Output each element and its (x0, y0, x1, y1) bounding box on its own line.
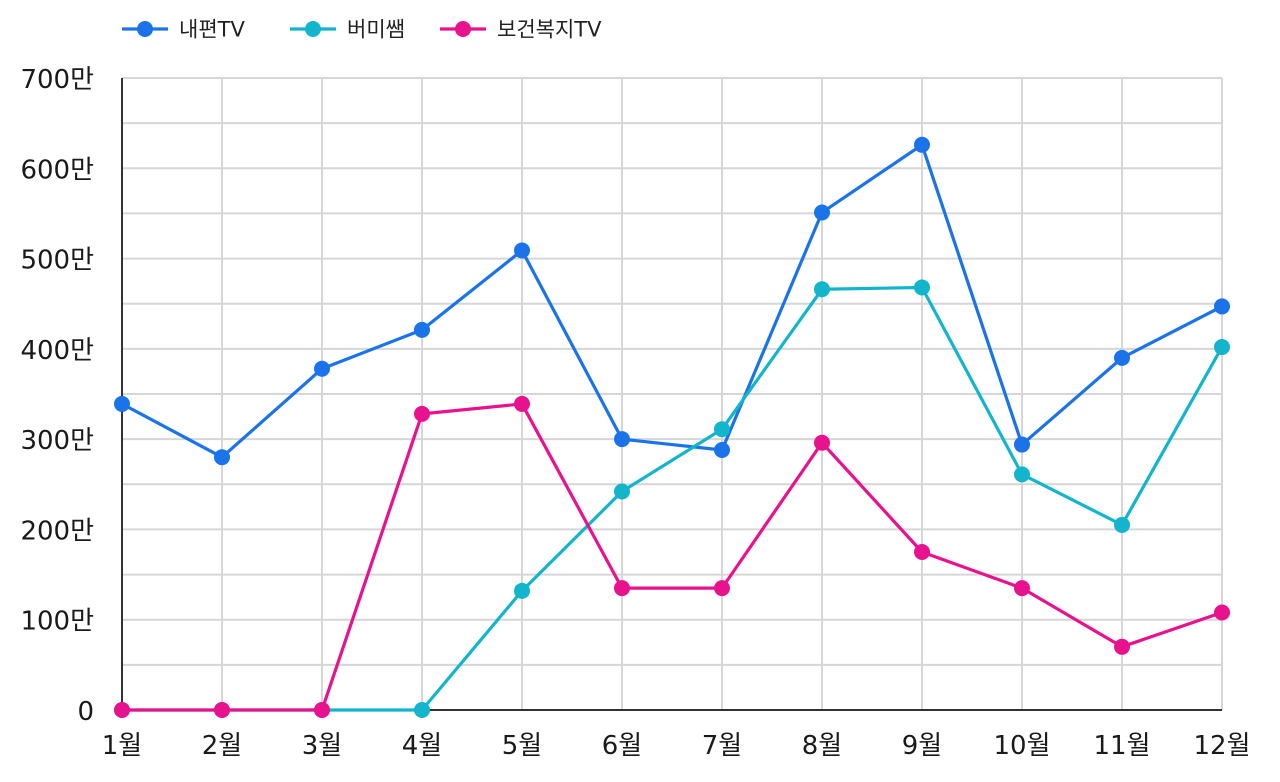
legend-label: 보건복지TV (497, 18, 602, 42)
y-tick-label: 600만 (20, 155, 94, 185)
data-point (914, 279, 930, 296)
data-point (714, 421, 730, 438)
legend-item-3: 보건복지TV (440, 18, 602, 42)
data-point (1214, 604, 1230, 621)
data-point (214, 702, 230, 718)
data-point (314, 360, 330, 377)
data-point (514, 582, 530, 599)
x-tick-label: 1월 (102, 731, 142, 761)
legend-label: 버미쌤 (347, 18, 405, 42)
data-point (614, 483, 630, 500)
data-point (814, 434, 830, 451)
series-line (120, 285, 1224, 712)
x-tick-label: 5월 (502, 731, 542, 761)
y-tick-label: 0 (77, 697, 94, 727)
data-point (914, 544, 930, 560)
data-point (214, 449, 230, 466)
data-point (414, 702, 430, 718)
y-tick-label: 700만 (20, 65, 94, 95)
x-tick-label: 3월 (302, 731, 342, 761)
x-tick-label: 7월 (702, 731, 742, 761)
series-line (120, 143, 1224, 459)
data-point (914, 136, 930, 153)
legend-marker (455, 21, 471, 37)
legend-item-1: 내편TV (122, 18, 245, 42)
series-2 (114, 279, 1230, 718)
data-point (114, 395, 130, 412)
y-tick-label: 200만 (20, 516, 94, 546)
x-tick-label: 6월 (602, 731, 642, 761)
data-point (1114, 516, 1130, 533)
x-tick-label: 10월 (993, 731, 1050, 761)
data-point (1114, 638, 1130, 655)
x-tick-label: 9월 (902, 731, 942, 761)
series-1 (114, 136, 1230, 466)
data-point (714, 580, 730, 597)
data-point (514, 395, 530, 412)
x-tick-label: 4월 (402, 731, 442, 761)
data-point (1214, 339, 1230, 356)
data-point (1014, 580, 1030, 597)
chart-legend: 내편TV 버미쌤 보건복지TV (122, 18, 602, 42)
data-point (414, 321, 430, 338)
x-tick-label: 2월 (202, 731, 242, 761)
y-tick-label: 300만 (20, 426, 94, 456)
x-axis-labels: 1월 2월 3월 4월 5월 6월 7월 8월 9월 10월 11월 12월 (102, 731, 1251, 761)
y-tick-label: 500만 (20, 246, 94, 276)
x-tick-label: 11월 (1093, 731, 1150, 761)
x-tick-label: 8월 (802, 731, 842, 761)
data-point (1114, 349, 1130, 366)
data-point (1014, 466, 1030, 483)
data-point (414, 405, 430, 422)
data-point (714, 441, 730, 458)
data-point (114, 702, 130, 718)
data-point (514, 242, 530, 259)
data-point (1014, 436, 1030, 453)
data-point (614, 431, 630, 448)
legend-marker (137, 21, 153, 37)
data-point (814, 281, 830, 298)
series-line (120, 402, 1224, 712)
series-3 (114, 395, 1230, 718)
x-tick-label: 12월 (1193, 731, 1250, 761)
chart-series (114, 136, 1230, 718)
chart-grid (122, 77, 1223, 710)
data-point (314, 702, 330, 718)
legend-label: 내편TV (179, 18, 245, 42)
data-point (814, 204, 830, 221)
data-point (1214, 298, 1230, 315)
data-point (614, 580, 630, 597)
y-tick-label: 100만 (20, 607, 94, 637)
legend-item-2: 버미쌤 (290, 18, 405, 42)
y-tick-label: 400만 (20, 336, 94, 366)
legend-marker (305, 21, 321, 37)
y-axis-labels: 0 100만 200만 300만 400만 500만 600만 700만 (20, 65, 94, 727)
